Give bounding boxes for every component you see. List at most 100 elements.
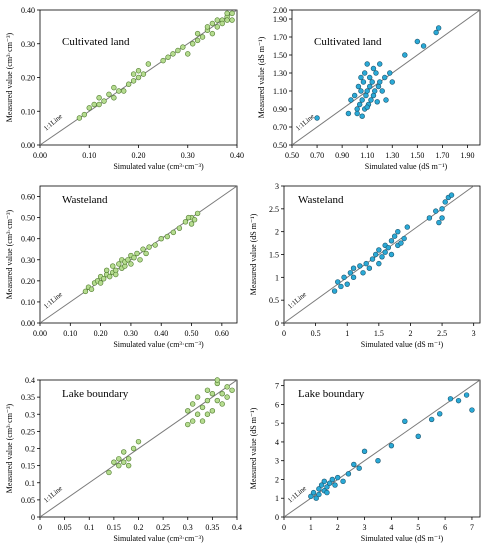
data-point	[439, 215, 445, 221]
ref-line-label: 1:1Line	[286, 484, 308, 504]
y-tick-label: 0.50	[21, 214, 35, 223]
y-tick-label: 1.50	[273, 51, 287, 60]
data-point	[367, 74, 373, 81]
x-tick-label: 0.2	[134, 523, 144, 532]
plot-frame	[39, 185, 238, 324]
x-tick-label: 6	[443, 523, 447, 532]
data-point	[359, 97, 365, 103]
y-tick-label: 1.70	[273, 33, 287, 42]
y-tick-label: 0.20	[21, 74, 35, 83]
y-tick-label: 0.00	[21, 319, 35, 328]
data-point	[135, 68, 142, 74]
data-point	[176, 225, 183, 231]
data-point	[324, 484, 330, 490]
data-point	[91, 101, 97, 108]
data-point	[329, 476, 336, 483]
x-tick-label: 0.50	[185, 329, 199, 338]
data-point	[88, 286, 95, 292]
data-point	[314, 115, 320, 121]
data-point	[433, 208, 439, 214]
y-tick-label: 1	[275, 494, 279, 503]
data-point	[106, 91, 112, 98]
data-point	[341, 274, 347, 281]
data-point	[382, 74, 388, 81]
y-tick-label: 4	[275, 438, 279, 447]
data-point	[372, 251, 379, 258]
data-point	[389, 79, 395, 85]
data-point	[387, 70, 393, 76]
data-point	[116, 261, 122, 267]
data-point	[224, 394, 230, 400]
x-tick-label: 0	[38, 523, 42, 532]
data-point	[219, 401, 225, 407]
data-point	[125, 462, 132, 469]
x-tick-label: 0.00	[33, 329, 47, 338]
data-point	[366, 265, 373, 271]
data-point	[175, 47, 181, 54]
x-tick-label: 1.90	[460, 151, 474, 160]
y-tick-label: 3	[275, 182, 279, 191]
data-point	[415, 433, 421, 440]
panel-cultivated-salinity: 0.50 0.70 0.90 1.10 1.30 1.50 1.70 1.90 0.50 0.70…	[257, 6, 481, 171]
data-point	[125, 81, 132, 87]
y-tick-label: 1.5	[269, 251, 279, 260]
data-point	[358, 74, 364, 81]
data-point	[219, 391, 225, 397]
data-point	[130, 78, 137, 84]
data-point	[391, 233, 398, 239]
y-tick-label: 0.40	[21, 235, 35, 244]
data-point	[199, 34, 206, 40]
x-tick-label: 0	[282, 523, 286, 532]
y-tick-label: 0.5	[269, 296, 279, 305]
x-tick-label: 1	[309, 523, 313, 532]
data-point	[338, 283, 344, 290]
data-point	[382, 249, 388, 255]
data-point	[469, 407, 475, 413]
data-point	[433, 29, 439, 36]
data-point	[194, 210, 201, 217]
x-tick-label: 4	[389, 523, 393, 532]
one-to-one-line	[283, 185, 474, 324]
data-point	[121, 449, 127, 455]
ref-line-label: 1:1Line	[42, 112, 64, 132]
data-point	[194, 37, 201, 44]
data-point	[356, 465, 362, 471]
data-point	[367, 83, 373, 90]
data-point	[442, 199, 448, 205]
data-point	[360, 270, 366, 276]
data-point	[435, 25, 442, 31]
data-point	[152, 242, 158, 248]
x-axis-label: Simulated value (dS m⁻¹)	[365, 162, 448, 171]
panel-title: Wasteland	[62, 194, 108, 206]
data-point	[100, 276, 107, 282]
data-point	[308, 493, 314, 500]
y-tick-label: 0.90	[273, 105, 287, 114]
x-tick-label: 0.40	[154, 329, 168, 338]
data-point	[111, 459, 117, 465]
data-point	[194, 394, 201, 400]
data-point	[354, 110, 360, 117]
x-tick-label: 0.15	[107, 523, 121, 532]
data-point	[369, 79, 375, 85]
x-tick-label: 1.10	[360, 151, 374, 160]
data-point	[82, 288, 89, 295]
y-tick-label: 0.50	[273, 141, 287, 150]
x-tick-label: 0.90	[335, 151, 349, 160]
x-tick-label: 0.50	[285, 151, 299, 160]
y-tick-label: 0.40	[21, 6, 35, 15]
data-point	[350, 274, 357, 281]
data-point	[224, 384, 230, 390]
data-point	[385, 244, 392, 251]
data-point	[455, 397, 462, 404]
x-tick-label: 0.10	[82, 151, 96, 160]
data-point	[121, 88, 127, 94]
data-point	[437, 411, 443, 417]
data-point	[326, 480, 333, 486]
data-point	[188, 221, 195, 227]
data-point	[204, 411, 211, 417]
x-tick-label: 1	[345, 329, 349, 338]
y-axis-label: Measured value (cm³·cm⁻³)	[5, 403, 14, 493]
data-point	[361, 448, 368, 455]
data-point	[180, 44, 186, 50]
